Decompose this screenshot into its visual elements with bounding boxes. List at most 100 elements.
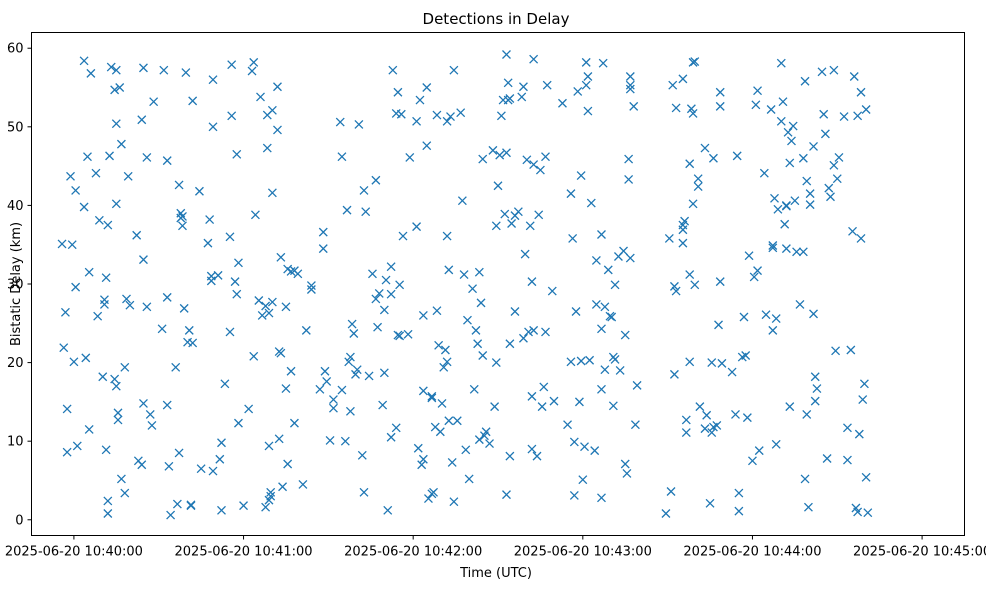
x-tick-label: 2025-06-20 10:43:00 — [514, 545, 652, 560]
data-point — [768, 241, 778, 250]
data-point — [91, 168, 101, 178]
data-point — [503, 78, 513, 88]
data-point — [325, 435, 335, 445]
data-point — [266, 491, 276, 501]
data-point — [820, 129, 830, 139]
data-point — [315, 384, 325, 394]
data-point — [62, 447, 72, 457]
data-point — [337, 152, 347, 162]
data-point — [632, 380, 642, 390]
data-point — [715, 277, 725, 287]
data-point — [861, 472, 871, 482]
data-point — [700, 424, 710, 434]
data-point — [859, 379, 869, 389]
data-point — [810, 372, 820, 382]
data-point — [391, 423, 401, 433]
data-point — [139, 63, 148, 73]
data-point — [478, 154, 488, 164]
data-point — [405, 153, 415, 162]
data-point — [347, 319, 357, 329]
data-point — [101, 273, 111, 283]
data-point — [139, 255, 148, 265]
data-point — [778, 97, 788, 107]
data-point — [159, 65, 169, 75]
data-point — [798, 153, 808, 163]
data-point — [474, 267, 484, 277]
data-point — [351, 369, 360, 379]
data-point — [186, 500, 196, 510]
data-point — [208, 466, 218, 476]
y-tick-label: 60 — [7, 42, 24, 57]
data-point — [576, 356, 586, 366]
data-point — [566, 189, 576, 199]
data-point — [615, 365, 625, 375]
data-point — [529, 325, 539, 335]
data-point — [442, 357, 452, 367]
data-point — [388, 65, 398, 75]
data-point — [681, 428, 691, 438]
data-point — [395, 331, 405, 341]
data-point — [685, 270, 695, 280]
data-point — [502, 490, 511, 500]
data-point — [714, 320, 723, 330]
data-point — [86, 68, 96, 78]
data-point — [111, 199, 121, 209]
data-point — [527, 277, 537, 287]
data-point — [256, 92, 265, 102]
data-point — [717, 358, 727, 368]
data-point — [505, 94, 515, 103]
data-point — [824, 183, 834, 193]
data-point — [345, 406, 355, 416]
data-point — [739, 312, 749, 322]
data-point — [446, 112, 455, 122]
data-point — [232, 149, 242, 159]
data-point — [507, 219, 517, 228]
data-point — [532, 451, 542, 461]
data-point — [364, 371, 374, 381]
data-point — [432, 306, 442, 316]
data-point — [727, 367, 737, 377]
data-point — [423, 494, 433, 504]
data-point — [84, 424, 94, 434]
data-point — [574, 397, 584, 407]
data-point — [624, 175, 634, 184]
data-point — [164, 461, 174, 471]
data-point — [432, 110, 442, 120]
data-point — [162, 292, 172, 302]
data-point — [629, 101, 639, 111]
data-point — [734, 506, 744, 516]
data-point — [123, 171, 133, 181]
data-point — [785, 158, 795, 168]
data-point — [62, 404, 72, 414]
data-points — [57, 50, 873, 520]
data-point — [262, 143, 272, 153]
data-point — [693, 174, 703, 184]
data-point — [846, 345, 856, 355]
data-point — [712, 421, 722, 430]
data-point — [566, 357, 576, 367]
data-point — [792, 247, 802, 257]
data-point — [264, 441, 274, 451]
data-point — [839, 112, 849, 122]
data-point — [805, 200, 815, 210]
data-point — [178, 221, 187, 231]
data-point — [702, 410, 712, 420]
data-point — [800, 474, 810, 484]
data-point — [461, 445, 471, 455]
data-point — [281, 384, 291, 393]
data-point — [444, 416, 454, 426]
y-tick-label: 10 — [7, 435, 24, 450]
data-point — [610, 280, 620, 290]
data-point — [342, 205, 352, 215]
data-point — [386, 289, 396, 299]
data-point — [741, 351, 751, 360]
data-point — [289, 418, 299, 428]
data-point — [520, 249, 530, 259]
data-point — [266, 487, 276, 497]
data-point — [805, 189, 815, 199]
data-point — [761, 310, 771, 320]
data-point — [517, 92, 527, 102]
data-point — [412, 116, 422, 126]
data-point — [788, 121, 798, 131]
data-point — [244, 404, 254, 414]
